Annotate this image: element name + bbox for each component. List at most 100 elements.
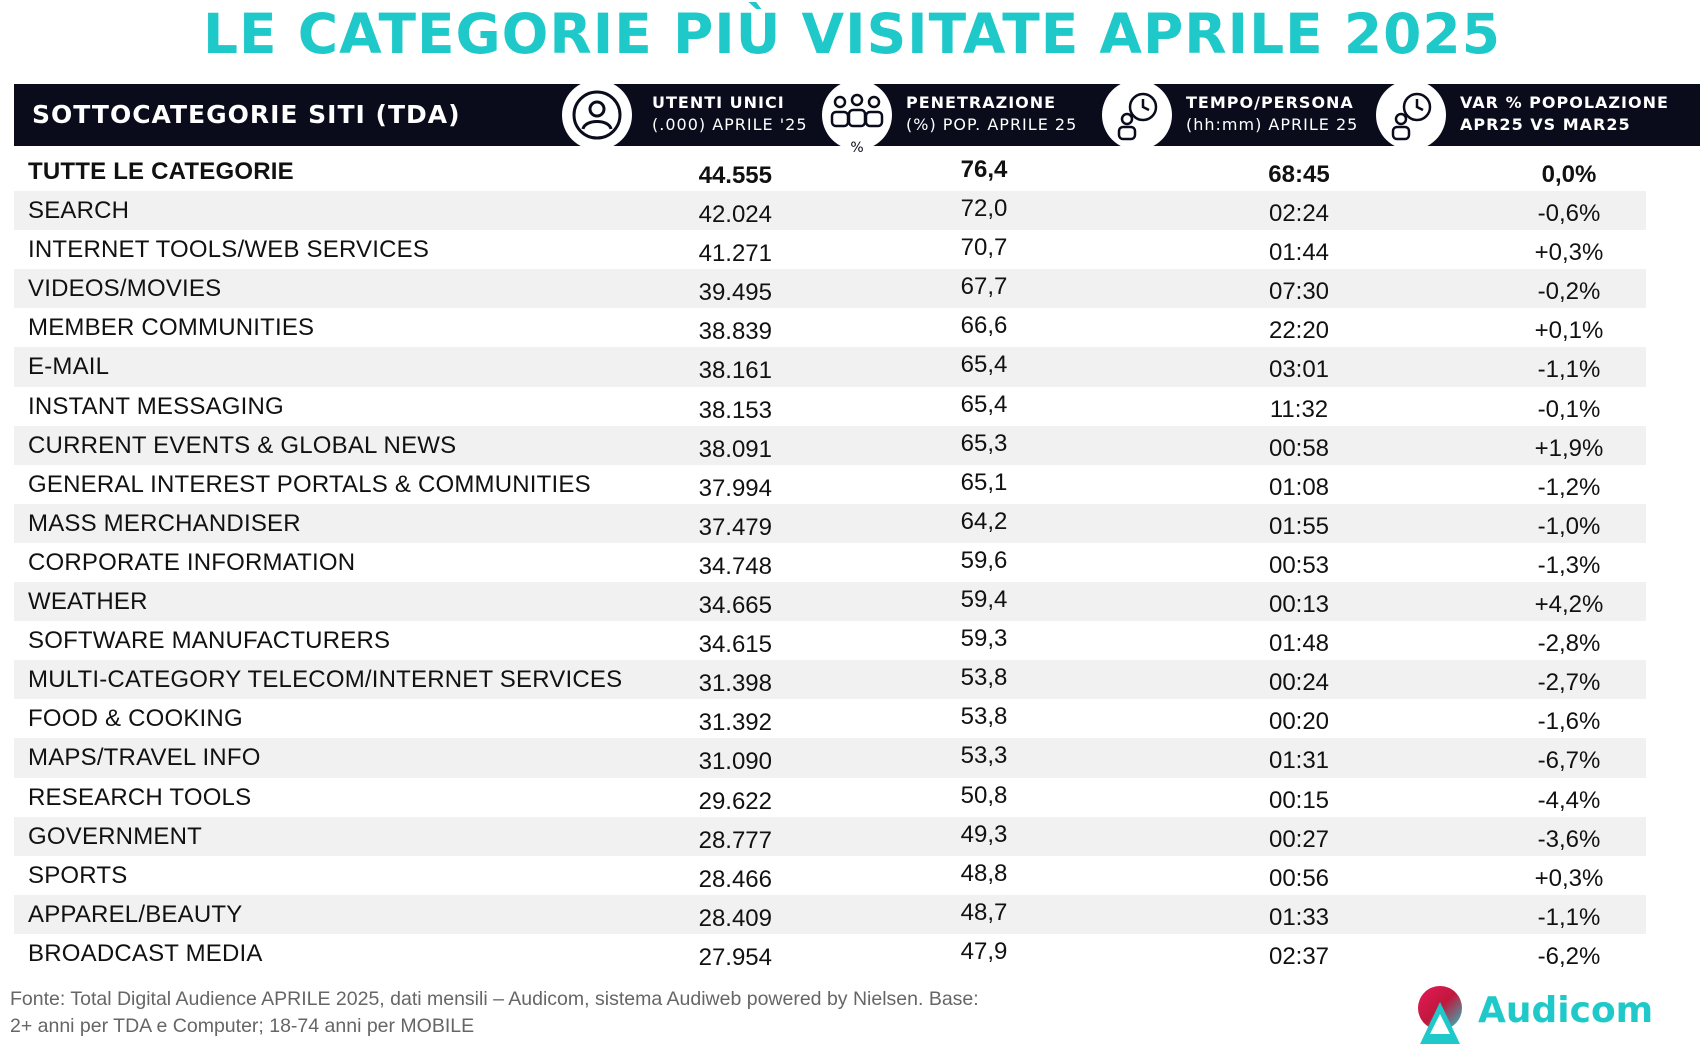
- category-cell: CURRENT EVENTS & GLOBAL NEWS: [28, 431, 457, 459]
- variation-cell: -2,8%: [1537, 630, 1601, 658]
- penetration-cell: 65,4: [960, 390, 1008, 418]
- category-cell: MEMBER COMMUNITIES: [28, 314, 315, 342]
- users-cell: 34.748: [698, 552, 772, 580]
- header-time: TEMPO/PERSONA (hh:mm) APRILE 25: [1186, 92, 1358, 136]
- penetration-cell: 59,4: [960, 586, 1008, 614]
- category-cell: SPORTS: [28, 861, 128, 889]
- header-category-label: SOTTOCATEGORIE SITI (TDA): [32, 100, 461, 129]
- penetration-cell: 64,2: [960, 507, 1008, 535]
- variation-cell: -4,4%: [1537, 786, 1601, 814]
- category-cell: FOOD & COOKING: [28, 705, 243, 733]
- time-cell: 03:01: [1268, 356, 1330, 384]
- header-penetration: PENETRAZIONE (%) POP. APRILE 25: [906, 92, 1077, 136]
- users-cell: 27.954: [698, 943, 772, 971]
- category-cell: GENERAL INTEREST PORTALS & COMMUNITIES: [28, 470, 591, 498]
- source-note-line2: 2+ anni per TDA e Computer; 18-74 anni p…: [10, 1015, 475, 1037]
- variation-cell: -1,1%: [1537, 356, 1601, 384]
- penetration-cell: 47,9: [960, 937, 1008, 965]
- variation-cell: -0,2%: [1537, 278, 1601, 306]
- penetration-cell: 53,8: [960, 703, 1008, 731]
- penetration-cell: 76,4: [960, 156, 1008, 183]
- variation-cell: 0,0%: [1541, 161, 1597, 188]
- penetration-cell: 59,6: [960, 546, 1008, 574]
- users-cell: 29.622: [698, 787, 772, 815]
- table-row: E-MAIL 38.161 65,4 03:01 -1,1%: [14, 347, 1646, 387]
- users-cell: 44.555: [698, 162, 772, 189]
- logo-text: Audicom: [1478, 990, 1654, 1031]
- variation-cell: -1,2%: [1537, 473, 1601, 501]
- users-cell: 37.994: [698, 474, 772, 502]
- time-cell: 01:08: [1268, 473, 1330, 501]
- category-cell: RESEARCH TOOLS: [28, 783, 252, 811]
- category-cell: BROADCAST MEDIA: [28, 939, 263, 967]
- header-time-line2: (hh:mm) APRILE 25: [1186, 115, 1359, 134]
- audicom-logo-icon: [1418, 986, 1462, 1044]
- table-row: RESEARCH TOOLS 29.622 50,8 00:15 -4,4%: [14, 778, 1646, 817]
- table-row: INSTANT MESSAGING 38.153 65,4 11:32 -0,1%: [14, 387, 1646, 426]
- audicom-logo: Audicom: [1412, 982, 1654, 1046]
- time-cell: 01:48: [1268, 630, 1330, 658]
- variation-cell: -1,1%: [1537, 903, 1601, 931]
- category-cell: TUTTE LE CATEGORIE: [28, 158, 294, 185]
- users-cell: 42.024: [698, 201, 772, 229]
- variation-cell: +1,9%: [1534, 434, 1604, 462]
- penetration-cell: 53,3: [960, 742, 1008, 770]
- variation-cell: -1,3%: [1537, 551, 1601, 579]
- table-row: MEMBER COMMUNITIES 38.839 66,6 22:20 +0,1%: [14, 308, 1646, 347]
- time-cell: 11:32: [1269, 395, 1329, 423]
- users-cell: 38.839: [698, 318, 772, 346]
- header-variation: VAR % POPOLAZIONE APR25 VS MAR25: [1460, 92, 1669, 136]
- penetration-cell: 65,1: [960, 468, 1008, 496]
- data-table: TUTTE LE CATEGORIE 44.555 76,4 68:45 0,0% SEA…: [14, 152, 1646, 973]
- category-cell: INSTANT MESSAGING: [28, 392, 284, 420]
- users-cell: 38.161: [698, 357, 772, 385]
- header-penetration-line2: (%) POP. APRILE 25: [906, 115, 1078, 134]
- users-cell: 28.409: [698, 904, 772, 932]
- category-cell: WEATHER: [28, 588, 148, 616]
- users-cell: 34.615: [698, 631, 772, 659]
- users-cell: 28.466: [698, 865, 772, 893]
- variation-cell: -6,7%: [1537, 747, 1601, 775]
- users-cell: 41.271: [698, 240, 772, 268]
- percent-badge: %: [850, 140, 864, 156]
- penetration-cell: 50,8: [960, 781, 1008, 809]
- users-cell: 34.665: [698, 592, 772, 620]
- time-cell: 00:13: [1268, 591, 1330, 619]
- time-cell: 00:24: [1268, 669, 1330, 697]
- users-cell: 38.153: [698, 396, 772, 424]
- category-cell: CORPORATE INFORMATION: [28, 548, 356, 576]
- variation-cell: -3,6%: [1537, 825, 1601, 853]
- variation-cell: +4,2%: [1534, 591, 1604, 619]
- penetration-cell: 48,8: [960, 859, 1008, 887]
- table-row: BROADCAST MEDIA 27.954 47,9 02:37 -6,2%: [14, 934, 1646, 973]
- population-icon: %: [822, 80, 892, 156]
- time-cell: 00:20: [1268, 708, 1330, 736]
- time-cell: 01:44: [1268, 239, 1330, 267]
- table-header: SOTTOCATEGORIE SITI (TDA) UTENTI UNICI (…: [14, 80, 1700, 156]
- category-cell: APPAREL/BEAUTY: [28, 900, 243, 928]
- users-cell: 37.479: [698, 513, 772, 541]
- header-users-line1: UTENTI UNICI: [652, 93, 785, 112]
- penetration-cell: 65,3: [960, 429, 1008, 457]
- penetration-cell: 66,6: [960, 312, 1008, 340]
- time-cell: 01:33: [1268, 903, 1330, 931]
- category-cell: SEARCH: [28, 197, 130, 225]
- header-time-line1: TEMPO/PERSONA: [1186, 93, 1354, 112]
- user-icon: [562, 80, 632, 150]
- users-cell: 39.495: [698, 279, 772, 307]
- time-cell: 02:24: [1268, 200, 1330, 228]
- variation-cell: -0,6%: [1537, 200, 1601, 228]
- variation-cell: +0,3%: [1534, 864, 1604, 892]
- table-row: MAPS/TRAVEL INFO 31.090 53,3 01:31 -6,7%: [14, 738, 1646, 778]
- source-note: Fonte: Total Digital Audience APRILE 202…: [10, 986, 1110, 1040]
- table-row: VIDEOS/MOVIES 39.495 67,7 07:30 -0,2%: [14, 269, 1646, 309]
- person-clock-icon: [1376, 80, 1446, 150]
- table-row: WEATHER 34.665 59,4 00:13 +4,2%: [14, 582, 1646, 622]
- variation-cell: +0,3%: [1534, 239, 1604, 267]
- variation-cell: -0,1%: [1537, 395, 1601, 423]
- category-cell: GOVERNMENT: [28, 822, 203, 850]
- time-cell: 68:45: [1268, 161, 1330, 188]
- variation-cell: -1,6%: [1537, 708, 1601, 736]
- table-row: SPORTS 28.466 48,8 00:56 +0,3%: [14, 856, 1646, 895]
- category-cell: E-MAIL: [28, 353, 110, 381]
